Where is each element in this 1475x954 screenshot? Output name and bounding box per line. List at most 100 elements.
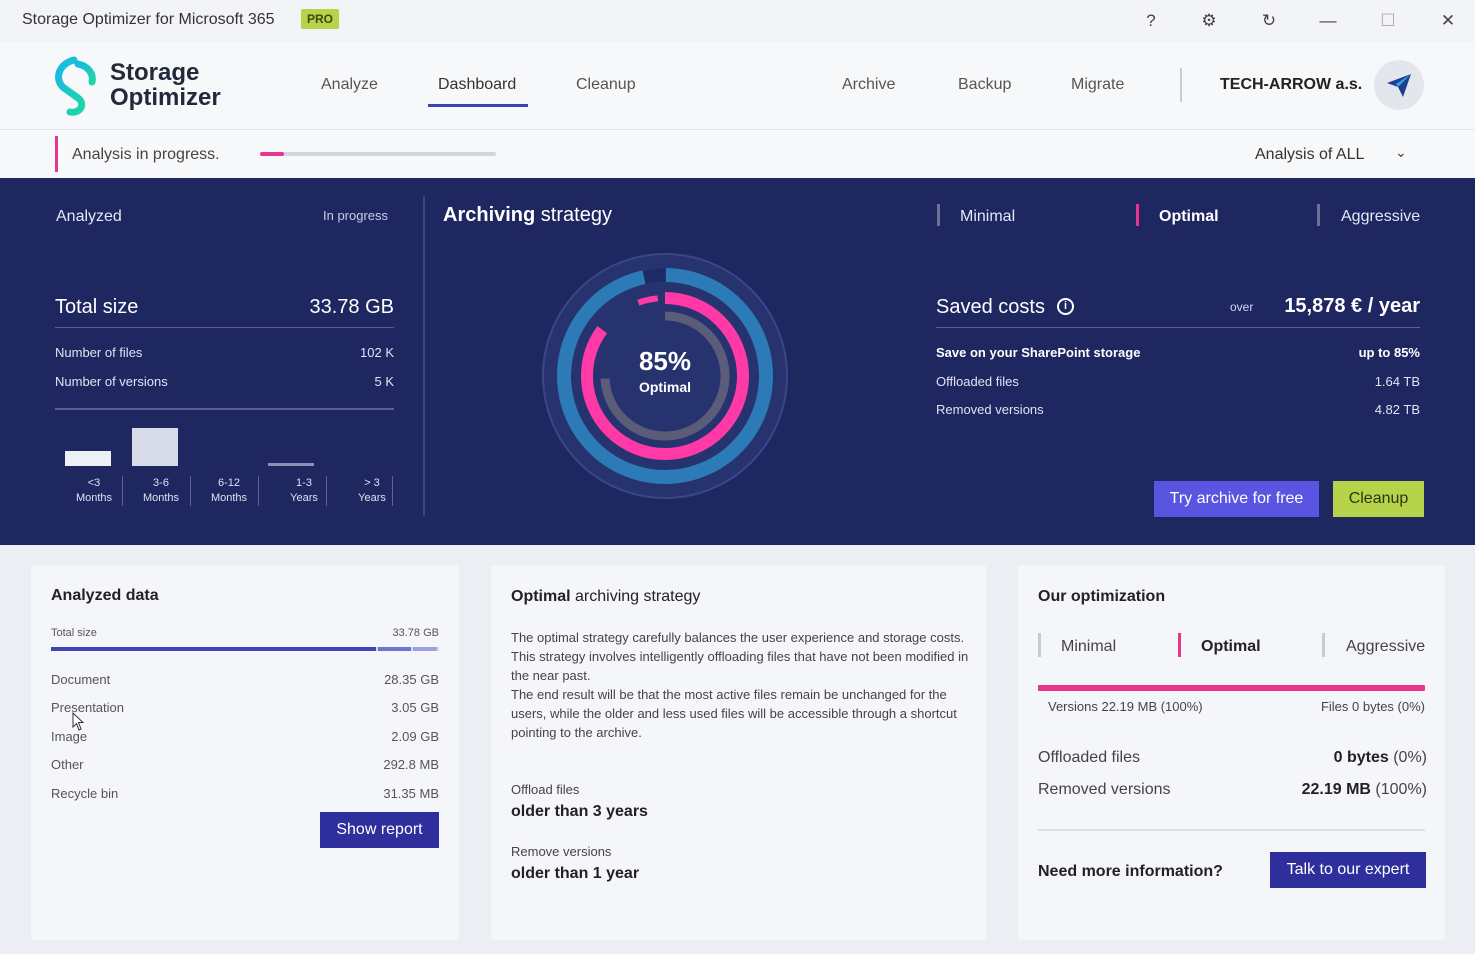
- level-aggressive[interactable]: Aggressive: [1346, 638, 1426, 655]
- removed-versions-value: 22.19 MB (100%): [1301, 781, 1427, 798]
- versions-summary: Versions 22.19 MB (100%): [1048, 699, 1203, 714]
- sharepoint-savings-value: up to 85%: [1358, 345, 1420, 360]
- chevron-down-icon[interactable]: ⌄: [1395, 144, 1407, 160]
- level-marker-minimal: [937, 204, 940, 226]
- category-document-value: 28.35 GB: [384, 672, 439, 687]
- title-bar: Storage Optimizer for Microsoft 365 PRO …: [0, 0, 1475, 42]
- category-presentation-value: 3.05 GB: [391, 700, 439, 715]
- nav-backup[interactable]: Backup: [958, 76, 1012, 93]
- optimization-bar: [1038, 685, 1425, 691]
- nav-dashboard[interactable]: Dashboard: [438, 76, 517, 93]
- offloaded-files-value: 0 bytes (0%): [1333, 749, 1427, 766]
- gear-icon[interactable]: ⚙: [1201, 11, 1217, 30]
- category-recycle-bin-label: Recycle bin: [51, 786, 119, 801]
- our-optimization-title: Our optimization: [1038, 588, 1166, 605]
- total-size-label: Total size: [51, 627, 97, 639]
- avatar[interactable]: [1374, 60, 1424, 110]
- analyzed-data-title: Analyzed data: [51, 587, 159, 604]
- close-icon[interactable]: ✕: [1440, 11, 1456, 30]
- nav-analyze[interactable]: Analyze: [321, 76, 378, 93]
- age-label-1-3y: 1-3 Years: [290, 477, 318, 504]
- offload-files-value: older than 3 years: [511, 803, 648, 820]
- total-size-label: Total size: [55, 296, 139, 318]
- strategy-percent: 85%: [638, 346, 692, 376]
- progress-label: Analysis in progress.: [72, 146, 220, 163]
- category-presentation-label: Presentation: [51, 700, 124, 715]
- total-size-value: 33.78 GB: [309, 296, 394, 318]
- strategy-card-title: Optimal archiving strategy: [511, 588, 701, 605]
- remove-versions-value: older than 1 year: [511, 865, 640, 882]
- nav-migrate[interactable]: Migrate: [1071, 76, 1125, 93]
- divider: [326, 476, 327, 506]
- age-bar-lt3m: [65, 451, 111, 466]
- company-name[interactable]: TECH-ARROW a.s.: [1220, 76, 1363, 93]
- saved-costs-label: Saved costs: [936, 296, 1045, 318]
- level-marker-aggressive: [1322, 633, 1325, 657]
- help-icon[interactable]: ?: [1146, 11, 1156, 30]
- analyzed-title: Analyzed: [56, 208, 122, 225]
- divider: [190, 476, 191, 506]
- nav-archive[interactable]: Archive: [842, 76, 896, 93]
- show-report-button[interactable]: Show report: [320, 812, 439, 848]
- summary-band: Analyzed In progress Total size 33.78 GB…: [0, 178, 1475, 545]
- divider: [423, 196, 425, 516]
- size-breakdown-bar: [51, 647, 439, 651]
- divider: [936, 327, 1420, 328]
- app-logo[interactable]: Storage Optimizer: [52, 54, 252, 118]
- analysis-progress-row: Analysis in progress. Analysis of ALL ⌄: [0, 130, 1475, 178]
- offload-files-label: Offload files: [511, 782, 580, 797]
- level-marker-aggressive: [1317, 204, 1320, 226]
- offloaded-files-value: 1.64 TB: [1374, 374, 1420, 389]
- archiving-strategy-title: Archiving strategy: [443, 204, 612, 226]
- divider: [55, 408, 394, 410]
- remove-versions-label: Remove versions: [511, 844, 612, 859]
- strategy-description-card: Optimal archiving strategy The optimal s…: [491, 565, 986, 940]
- strategy-level-label: Optimal: [638, 379, 692, 395]
- nav-active-indicator: [428, 104, 528, 107]
- removed-versions-value: 4.82 TB: [1374, 402, 1420, 417]
- refresh-icon[interactable]: ↻: [1261, 11, 1277, 30]
- maximize-icon[interactable]: ☐: [1380, 11, 1396, 30]
- sharepoint-savings-label: Save on your SharePoint storage: [936, 345, 1141, 360]
- files-summary: Files 0 bytes (0%): [1320, 699, 1425, 714]
- category-other-label: Other: [51, 757, 84, 772]
- app-title: Storage Optimizer for Microsoft 365: [22, 11, 275, 28]
- analyzed-data-card: Analyzed data Total size 33.78 GB Docume…: [31, 565, 459, 940]
- progress-accent: [55, 136, 58, 172]
- removed-versions-label: Removed versions: [936, 402, 1044, 417]
- analysis-scope-select[interactable]: Analysis of ALL: [1255, 146, 1365, 163]
- logo-mark-icon: [55, 56, 96, 116]
- level-minimal[interactable]: Minimal: [960, 208, 1016, 225]
- strategy-description: The optimal strategy carefully balances …: [511, 630, 969, 740]
- our-optimization-card: Our optimization Minimal Optimal Aggress…: [1018, 565, 1445, 940]
- talk-to-expert-button[interactable]: Talk to our expert: [1270, 852, 1426, 888]
- level-aggressive[interactable]: Aggressive: [1341, 208, 1421, 225]
- total-size-value: 33.78 GB: [392, 627, 439, 639]
- level-marker-minimal: [1038, 633, 1041, 657]
- strategy-ring-chart: [542, 253, 788, 499]
- analyzed-status: In progress: [323, 208, 389, 223]
- divider: [258, 476, 259, 506]
- offloaded-files-label: Offloaded files: [1038, 749, 1140, 766]
- try-archive-button[interactable]: Try archive for free: [1154, 481, 1319, 517]
- age-bar-3-6m: [132, 428, 178, 466]
- size-segment-presentation: [378, 647, 411, 651]
- paper-plane-icon: [1387, 74, 1411, 97]
- level-optimal[interactable]: Optimal: [1159, 208, 1219, 225]
- category-other-value: 292.8 MB: [383, 757, 439, 772]
- category-recycle-bin-value: 31.35 MB: [383, 786, 439, 801]
- level-minimal[interactable]: Minimal: [1061, 638, 1117, 655]
- strategy-ring-label: 85% Optimal: [540, 346, 790, 395]
- nav-cleanup[interactable]: Cleanup: [576, 76, 636, 93]
- age-label-gt3y: > 3 Years: [358, 477, 386, 504]
- minimize-icon[interactable]: —: [1319, 11, 1337, 30]
- cleanup-button[interactable]: Cleanup: [1333, 481, 1424, 517]
- category-document-label: Document: [51, 672, 111, 687]
- progress-bar: [260, 152, 496, 156]
- size-segment-image: [413, 647, 437, 651]
- info-icon[interactable]: i: [1057, 298, 1074, 315]
- age-label-3-6m: 3-6 Months: [142, 477, 180, 504]
- divider: [55, 327, 394, 328]
- age-histogram: <3 Months 3-6 Months 6-12 Months 1-3 Years >…: [55, 418, 395, 508]
- level-optimal[interactable]: Optimal: [1201, 638, 1261, 655]
